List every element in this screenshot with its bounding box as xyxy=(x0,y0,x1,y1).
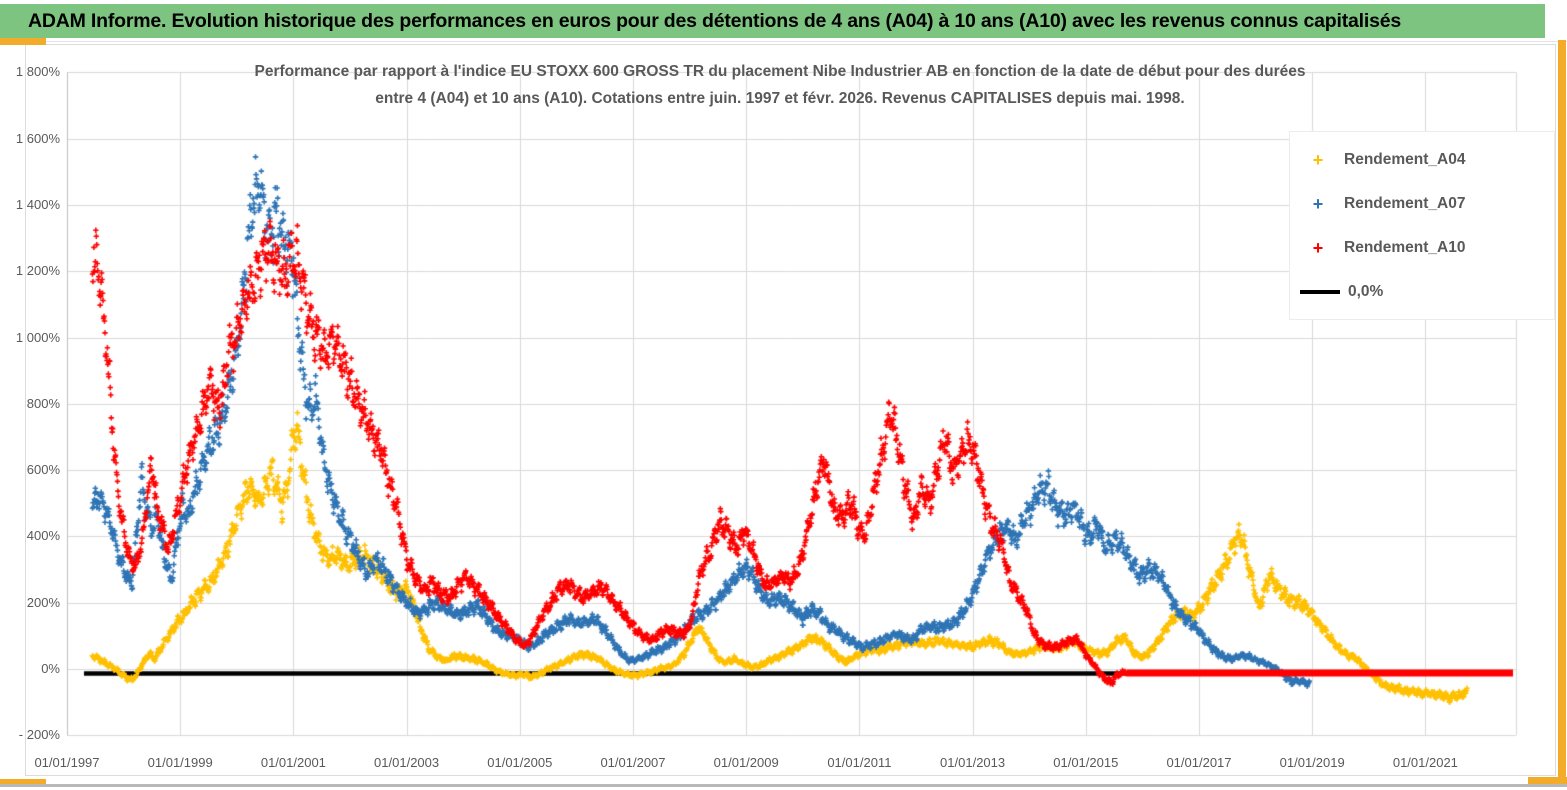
legend-label: Rendement_A10 xyxy=(1344,239,1466,256)
x-axis-tick: 01/01/2005 xyxy=(487,755,553,770)
x-axis-tick: 01/01/1999 xyxy=(147,755,213,770)
x-axis-tick: 01/01/2011 xyxy=(827,755,892,770)
y-axis-tick: 400% xyxy=(26,528,60,544)
plus-marker-icon: + xyxy=(1312,194,1324,214)
chart-title-line2: entre 4 (A04) et 10 ans (A10). Cotations… xyxy=(375,90,1185,107)
legend-item-rendement-a07: + Rendement_A07 xyxy=(1290,182,1554,226)
legend-item-rendement-a04: + Rendement_A04 xyxy=(1290,138,1554,182)
chart-title: Performance par rapport à l'indice EU ST… xyxy=(150,58,1410,112)
y-axis-tick: 600% xyxy=(26,462,60,478)
y-axis-tick: 1 200% xyxy=(15,263,60,279)
x-axis-tick: 01/01/2003 xyxy=(374,755,440,770)
gold-accent-right-border xyxy=(1558,40,1566,784)
x-axis-tick: 01/01/2001 xyxy=(260,755,326,770)
legend-label: Rendement_A07 xyxy=(1344,195,1466,212)
chart-legend: + Rendement_A04 + Rendement_A07 + Rendem… xyxy=(1289,131,1555,320)
bottom-edge-line xyxy=(0,784,1567,787)
x-axis-tick: 01/01/2013 xyxy=(940,755,1006,770)
gold-accent-bottom-left xyxy=(0,779,46,786)
black-line-icon xyxy=(1300,290,1340,294)
gold-accent-top-left xyxy=(0,38,46,45)
legend-item-baseline: 0,0% xyxy=(1290,270,1554,314)
x-axis-tick: 01/01/2015 xyxy=(1053,755,1119,770)
y-axis-tick: 1 400% xyxy=(15,196,60,212)
y-axis-tick: 1 800% xyxy=(15,64,60,80)
y-axis-tick: 800% xyxy=(26,395,60,411)
x-axis-tick: 01/01/2007 xyxy=(600,755,666,770)
chart-title-line1: Performance par rapport à l'indice EU ST… xyxy=(254,63,1306,80)
x-axis-tick: 01/01/2021 xyxy=(1392,755,1458,770)
x-axis-tick: 01/01/2017 xyxy=(1166,755,1232,770)
gold-accent-bottom-right xyxy=(1528,777,1567,784)
x-axis-tick: 01/01/2019 xyxy=(1279,755,1345,770)
plus-marker-icon: + xyxy=(1312,238,1324,258)
legend-item-rendement-a10: + Rendement_A10 xyxy=(1290,226,1554,270)
y-axis-tick: 200% xyxy=(26,594,60,610)
plus-marker-icon: + xyxy=(1312,150,1324,170)
y-axis-tick: 0% xyxy=(41,661,60,676)
y-axis-tick: 1 600% xyxy=(15,130,60,146)
y-axis-tick: - 200% xyxy=(18,727,60,743)
x-axis-tick: 01/01/1997 xyxy=(34,755,100,770)
y-axis-tick: 1 000% xyxy=(15,329,60,345)
x-axis-tick: 01/01/2009 xyxy=(713,755,779,770)
legend-label: 0,0% xyxy=(1348,283,1384,300)
legend-label: Rendement_A04 xyxy=(1344,151,1466,168)
